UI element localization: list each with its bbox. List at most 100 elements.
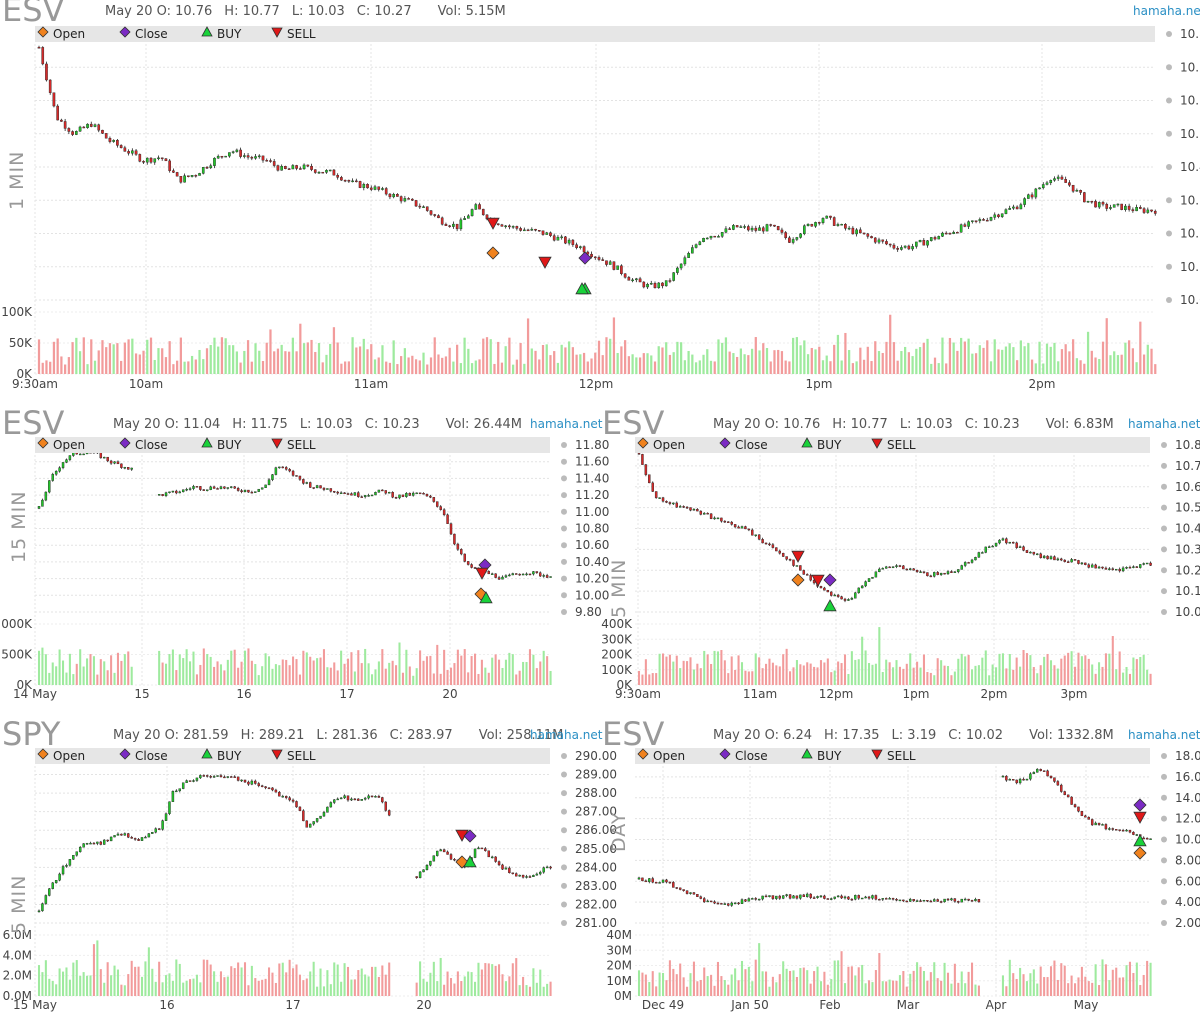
volume-bar xyxy=(319,657,322,685)
volume-bar xyxy=(967,338,970,374)
volume-bar xyxy=(1122,672,1125,685)
candle-body xyxy=(108,138,112,142)
volume-bar xyxy=(672,968,675,996)
legend-open-icon xyxy=(637,748,649,760)
candle-body xyxy=(377,489,381,493)
candle-body xyxy=(425,206,429,211)
volume-bar xyxy=(504,346,507,374)
volume-bar xyxy=(532,654,535,685)
volume-bar xyxy=(425,656,428,685)
volume-bar xyxy=(918,347,922,374)
volume-bar xyxy=(309,971,312,996)
price-tick-dot xyxy=(561,458,567,465)
candle-body xyxy=(1094,822,1097,826)
volume-bar xyxy=(1146,344,1149,374)
candle-body xyxy=(963,898,967,901)
volume-bar xyxy=(916,962,919,996)
candle-body xyxy=(305,820,309,828)
candle-body xyxy=(511,872,515,875)
volume-bar xyxy=(930,363,933,374)
volume-bar xyxy=(840,360,843,374)
volume-bar xyxy=(720,650,723,685)
volume-bar xyxy=(96,674,99,685)
candle-body xyxy=(1036,768,1039,773)
legend-open-label: Open xyxy=(53,27,86,41)
volume-bar xyxy=(364,974,367,996)
volume-bar xyxy=(436,644,439,685)
candle-body xyxy=(484,848,487,851)
volume-bar xyxy=(68,979,71,996)
time-tick-label: 15 May xyxy=(13,998,57,1012)
volume-bar xyxy=(1001,653,1004,685)
candle-body xyxy=(1101,566,1104,569)
candle-body xyxy=(192,780,195,782)
candle-body xyxy=(312,821,315,825)
volume-bar xyxy=(900,351,903,374)
volume-bar xyxy=(612,317,616,374)
volume-bar xyxy=(237,962,240,996)
volume-bar xyxy=(1094,673,1097,685)
candle-body xyxy=(571,239,575,245)
candle-body xyxy=(902,565,905,570)
volume-bar xyxy=(699,668,702,685)
volume-bar xyxy=(209,656,212,685)
candle-body xyxy=(963,224,967,227)
volume-bar xyxy=(161,348,164,374)
legend-sell-marker xyxy=(271,438,283,449)
volume-bar xyxy=(460,981,463,996)
volume-bar xyxy=(723,980,726,996)
volume-bar xyxy=(51,662,54,685)
candle-body xyxy=(216,488,219,490)
candle-body xyxy=(1108,828,1111,830)
candle-body xyxy=(231,151,235,153)
volume-bar xyxy=(571,347,574,374)
volume-bar xyxy=(657,346,660,374)
candle-body xyxy=(453,859,456,861)
volume-bar xyxy=(436,981,439,996)
volume-bar xyxy=(459,363,462,374)
volume-bar xyxy=(698,360,701,374)
volume-bar xyxy=(497,341,500,374)
volume-bar xyxy=(189,661,192,685)
candle-body xyxy=(601,259,605,261)
candle-body xyxy=(497,861,501,866)
brand-link[interactable]: hamaha.net xyxy=(1128,417,1200,431)
trade-marker-open xyxy=(1133,846,1147,860)
volume-bar xyxy=(254,343,257,374)
volume-bar xyxy=(350,979,353,996)
candle-body xyxy=(705,237,709,240)
volume-bar xyxy=(668,654,671,685)
volume-bar xyxy=(41,647,44,685)
candle-body xyxy=(220,155,224,158)
candle-body xyxy=(370,494,374,497)
candle-body xyxy=(175,490,178,494)
volume-bar xyxy=(754,337,757,374)
brand-link[interactable]: hamaha.net xyxy=(1133,4,1200,18)
candle-body xyxy=(317,171,321,174)
candle-body xyxy=(418,205,422,208)
volume-bar xyxy=(202,359,205,374)
volume-bar xyxy=(862,359,866,374)
volume-bar xyxy=(271,668,274,685)
candle-body xyxy=(206,489,209,491)
candle-body xyxy=(836,895,840,898)
volume-bar xyxy=(269,329,272,374)
candle-body xyxy=(120,833,123,836)
candle-body xyxy=(41,903,44,912)
volume-bar xyxy=(44,960,47,996)
volume-bar xyxy=(388,962,391,996)
volume-bar xyxy=(1149,673,1152,685)
candle-body xyxy=(948,232,952,235)
brand-link[interactable]: hamaha.net xyxy=(530,417,603,431)
volume-bar xyxy=(487,963,490,996)
volume-bar xyxy=(905,663,908,685)
brand-link[interactable]: hamaha.net xyxy=(1128,728,1200,742)
volume-bar xyxy=(916,661,919,685)
candle-body xyxy=(212,486,216,489)
candle-body xyxy=(792,895,795,899)
candle-body xyxy=(271,474,274,480)
volume-bar xyxy=(360,663,363,685)
candle-body xyxy=(329,488,333,492)
candle-body xyxy=(692,892,696,895)
brand-link[interactable]: hamaha.net xyxy=(530,728,603,742)
